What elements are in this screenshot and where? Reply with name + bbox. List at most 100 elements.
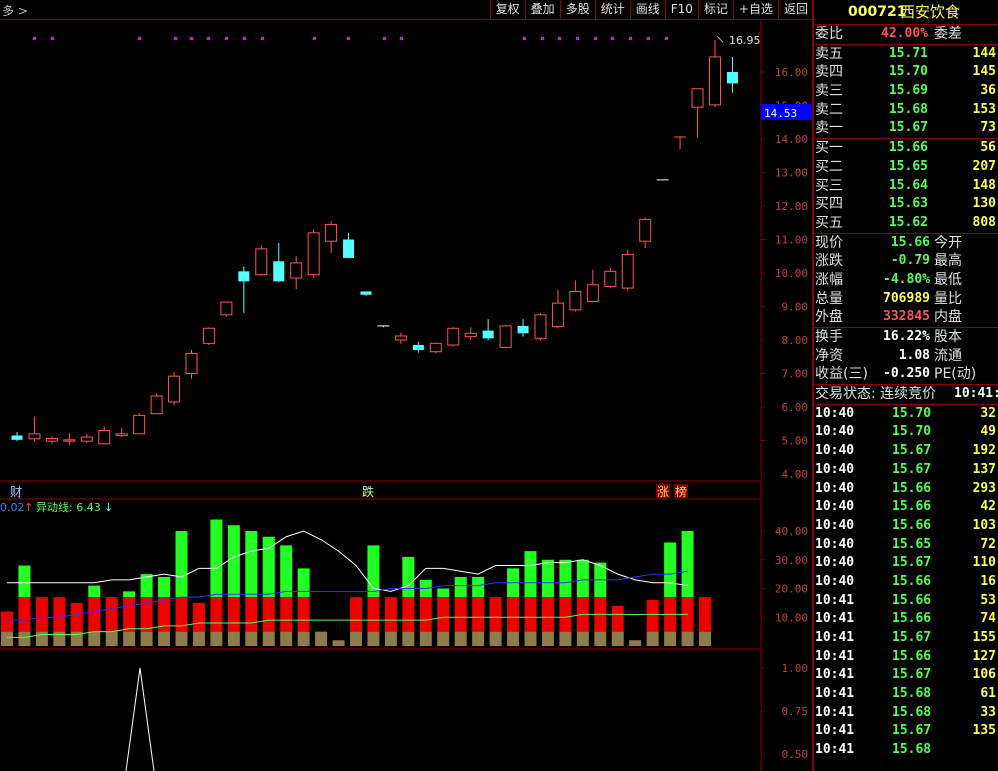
candle-up[interactable] bbox=[499, 325, 512, 348]
volume-bar-up[interactable] bbox=[402, 556, 415, 598]
volume-bar-mid[interactable] bbox=[175, 597, 188, 632]
candle-down[interactable] bbox=[482, 330, 494, 339]
volume-bar-base[interactable] bbox=[402, 631, 415, 646]
volume-bar-base[interactable] bbox=[350, 631, 362, 646]
volume-bar-up[interactable] bbox=[664, 542, 677, 598]
event-marker[interactable]: 榜 bbox=[675, 484, 687, 499]
toolbar-button-4[interactable]: 画线 bbox=[629, 0, 665, 19]
volume-bar-mid[interactable] bbox=[699, 597, 711, 632]
tick-list[interactable]: 10:40 15.70 32 10:40 15.70 49 10:40 15.67 192 10:… bbox=[814, 405, 998, 760]
volume-bar-mid[interactable] bbox=[245, 597, 258, 632]
volume-bar-mid[interactable] bbox=[1, 611, 13, 632]
volume-bar-base[interactable] bbox=[489, 631, 502, 646]
volume-bar-mid[interactable] bbox=[192, 602, 205, 632]
candle-up[interactable] bbox=[621, 254, 634, 289]
tick-row[interactable]: 10:41 15.67 106 bbox=[814, 666, 998, 685]
event-marker[interactable]: 跌 bbox=[362, 484, 374, 499]
volume-bar-up[interactable] bbox=[175, 531, 188, 598]
volume-bar-mid[interactable] bbox=[70, 602, 83, 632]
candle-up[interactable] bbox=[185, 352, 198, 374]
candle-up[interactable] bbox=[28, 433, 41, 440]
toolbar-button-5[interactable]: F10 bbox=[664, 0, 698, 19]
stock-name[interactable]: 西安饮食 bbox=[900, 3, 961, 21]
volume-bar-base[interactable] bbox=[210, 631, 223, 646]
volume-bar-base[interactable] bbox=[541, 631, 554, 646]
stock-code[interactable]: 000721 bbox=[848, 4, 907, 20]
volume-bar-base[interactable] bbox=[646, 631, 659, 646]
tick-row[interactable]: 10:41 15.68 bbox=[814, 741, 998, 760]
volume-bar-base[interactable] bbox=[262, 631, 275, 646]
volume-bar-base[interactable] bbox=[472, 631, 485, 646]
tick-row[interactable]: 10:41 15.68 61 bbox=[814, 685, 998, 704]
toolbar-button-2[interactable]: 多股 bbox=[559, 0, 595, 19]
chart-canvas[interactable]: 16.0015.0014.0013.0012.0011.0010.009.008… bbox=[0, 0, 813, 771]
volume-bar-base[interactable] bbox=[140, 631, 153, 646]
volume-bar-up[interactable] bbox=[210, 519, 223, 598]
toolbar-button-8[interactable]: 返回 bbox=[777, 0, 813, 19]
toolbar-button-3[interactable]: 统计 bbox=[594, 0, 630, 19]
volume-bar-mid[interactable] bbox=[472, 597, 485, 632]
volume-bar-base[interactable] bbox=[35, 631, 48, 646]
volume-bar-up[interactable] bbox=[472, 577, 485, 598]
volume-bar-base[interactable] bbox=[524, 631, 537, 646]
candle-up[interactable] bbox=[115, 433, 128, 436]
candle-up[interactable] bbox=[168, 375, 181, 403]
candle-down[interactable] bbox=[517, 325, 529, 334]
volume-bar-mid[interactable] bbox=[384, 597, 397, 632]
toolbar-button-7[interactable]: +自选 bbox=[732, 0, 778, 19]
volume-bar-mid[interactable] bbox=[402, 597, 415, 632]
volume-bar-up[interactable] bbox=[227, 525, 240, 598]
candle-up[interactable] bbox=[220, 301, 233, 316]
volume-bar-base[interactable] bbox=[18, 631, 31, 646]
volume-bar-up[interactable] bbox=[18, 565, 31, 598]
candle-up[interactable] bbox=[290, 262, 303, 279]
candle-up[interactable] bbox=[202, 327, 215, 344]
candle-up[interactable] bbox=[691, 88, 704, 108]
volume-bar-mid[interactable] bbox=[524, 597, 537, 632]
volume-bar-up[interactable] bbox=[559, 559, 572, 598]
candle-up[interactable] bbox=[307, 232, 320, 276]
toolbar-button-1[interactable]: 叠加 bbox=[524, 0, 560, 19]
volume-bar-base[interactable] bbox=[664, 631, 677, 646]
volume-bar-base[interactable] bbox=[699, 631, 711, 646]
buys-row-3[interactable]: 买四 15.63 130 bbox=[814, 195, 998, 214]
volume-bar-base[interactable] bbox=[559, 631, 572, 646]
volume-bar-base[interactable] bbox=[53, 631, 66, 646]
volume-bar-mid[interactable] bbox=[158, 597, 171, 632]
buys-row-0[interactable]: 买一 15.66 56 bbox=[814, 139, 998, 158]
tick-row[interactable]: 10:40 15.70 32 bbox=[814, 405, 998, 424]
volume-bar-base[interactable] bbox=[227, 631, 240, 646]
volume-bar-up[interactable] bbox=[245, 531, 258, 598]
candle-up[interactable] bbox=[447, 327, 460, 346]
tick-row[interactable]: 10:41 15.68 33 bbox=[814, 704, 998, 723]
volume-bar-base[interactable] bbox=[681, 631, 694, 646]
tick-row[interactable]: 10:40 15.70 49 bbox=[814, 423, 998, 442]
volume-bar-mid[interactable] bbox=[35, 597, 48, 632]
volume-bar-base[interactable] bbox=[629, 640, 642, 646]
candle-up[interactable] bbox=[534, 314, 547, 339]
volume-bar-mid[interactable] bbox=[123, 597, 136, 632]
candle-down[interactable] bbox=[273, 261, 285, 282]
volume-bar-mid[interactable] bbox=[140, 597, 153, 632]
volume-bar-base[interactable] bbox=[192, 631, 205, 646]
volume-bar-base[interactable] bbox=[245, 631, 258, 646]
volume-bar-mid[interactable] bbox=[646, 600, 659, 632]
candle-up[interactable] bbox=[394, 335, 407, 341]
buys-row-4[interactable]: 买五 15.62 808 bbox=[814, 214, 998, 233]
volume-bar-mid[interactable] bbox=[105, 597, 118, 632]
volume-bar-base[interactable] bbox=[315, 631, 328, 646]
tick-row[interactable]: 10:40 15.65 72 bbox=[814, 536, 998, 555]
volume-bar-mid[interactable] bbox=[18, 597, 31, 632]
tick-row[interactable]: 10:41 15.67 155 bbox=[814, 629, 998, 648]
volume-bar-base[interactable] bbox=[332, 640, 345, 646]
volume-bar-base[interactable] bbox=[384, 631, 397, 646]
volume-bar-base[interactable] bbox=[105, 631, 118, 646]
tick-row[interactable]: 10:41 15.67 135 bbox=[814, 722, 998, 741]
volume-bar-base[interactable] bbox=[367, 631, 380, 646]
volume-bar-up[interactable] bbox=[297, 568, 310, 598]
volume-bar-mid[interactable] bbox=[437, 597, 450, 632]
sells-row-2[interactable]: 卖三 15.69 36 bbox=[814, 82, 998, 101]
tick-row[interactable]: 10:40 15.66 16 bbox=[814, 573, 998, 592]
volume-bar-up[interactable] bbox=[123, 591, 136, 598]
sells-row-0[interactable]: 卖五 15.71 144 bbox=[814, 45, 998, 64]
